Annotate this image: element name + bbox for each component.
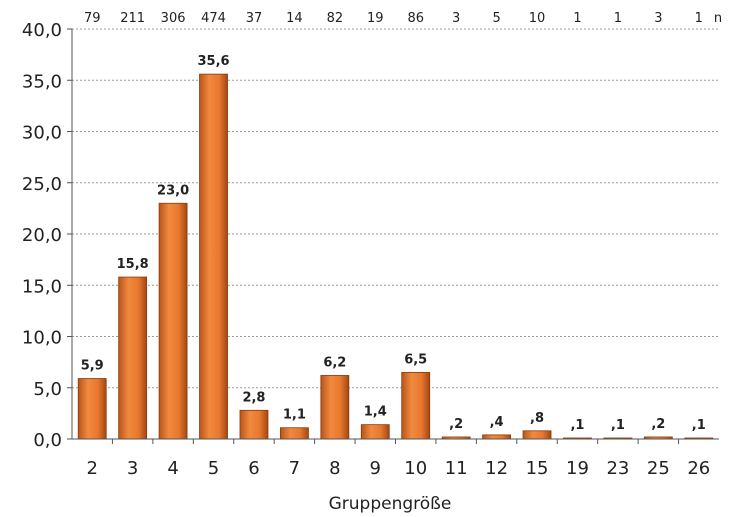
data-label: 6,5 <box>404 352 427 367</box>
y-tick-label: 15,0 <box>22 276 62 297</box>
data-label: 15,8 <box>117 257 149 272</box>
count-label: 474 <box>201 11 226 26</box>
bar <box>158 202 188 440</box>
x-axis-title: Gruppengröße <box>329 494 452 514</box>
y-tick-label: 35,0 <box>22 71 62 92</box>
y-tick-label: 5,0 <box>33 379 62 400</box>
bar <box>360 424 390 440</box>
x-tick-label: 15 <box>526 458 549 479</box>
count-label: 79 <box>84 11 101 26</box>
data-label: ,4 <box>490 415 504 430</box>
x-tick-label: 19 <box>566 458 589 479</box>
y-tick-label: 40,0 <box>22 20 62 41</box>
count-label: 1 <box>614 11 622 26</box>
bars <box>77 73 714 440</box>
count-label: 5 <box>492 11 500 26</box>
x-tick-label: 6 <box>248 458 259 479</box>
x-tick-label: 25 <box>647 458 670 479</box>
x-tick-label: 10 <box>404 458 427 479</box>
data-label: 1,4 <box>364 405 387 420</box>
data-label: ,1 <box>570 418 584 433</box>
count-label: 1 <box>695 11 703 26</box>
y-tick-label: 0,0 <box>33 430 62 451</box>
data-label: 2,8 <box>242 390 265 405</box>
x-tick-label: 5 <box>208 458 219 479</box>
count-label: 306 <box>161 11 186 26</box>
gridlines <box>67 28 719 440</box>
x-tick-label: 2 <box>86 458 97 479</box>
x-tick-label: 23 <box>606 458 629 479</box>
bar <box>118 276 148 440</box>
count-label: 82 <box>327 11 344 26</box>
count-label: 19 <box>367 11 384 26</box>
bar <box>401 371 431 440</box>
data-label: ,2 <box>651 417 665 432</box>
data-label: ,1 <box>692 418 706 433</box>
data-label: 6,2 <box>323 355 346 370</box>
data-label: 5,9 <box>81 359 104 374</box>
count-labels: 79 211 306 474 37 14 82 19 86 3 5 10 1 1 3 1 <box>84 11 703 26</box>
bar <box>77 378 107 440</box>
data-label: ,1 <box>611 418 625 433</box>
data-labels: 5,9 15,8 23,0 35,6 2,8 1,1 6,2 1,4 6,5 ,2 ,4 ,8 ,1 ,1… <box>81 54 706 433</box>
bar <box>482 434 511 440</box>
count-label: 37 <box>246 11 263 26</box>
data-label: ,8 <box>530 411 544 426</box>
y-tick-label: 25,0 <box>22 174 62 195</box>
count-label: 3 <box>452 11 460 26</box>
counts-label: n <box>714 11 722 26</box>
x-tick-label: 11 <box>445 458 468 479</box>
bar <box>239 409 269 440</box>
y-tick-label: 30,0 <box>22 123 62 144</box>
y-tick-label: 20,0 <box>22 225 62 246</box>
x-tick-label: 9 <box>370 458 381 479</box>
bar <box>280 427 309 440</box>
bar <box>522 430 552 440</box>
x-tick-label: 7 <box>289 458 300 479</box>
bar <box>199 73 228 440</box>
count-label: 3 <box>654 11 662 26</box>
data-label: 23,0 <box>157 183 189 198</box>
x-tick-label: 8 <box>329 458 340 479</box>
x-tick-label: 4 <box>167 458 178 479</box>
count-label: 1 <box>573 11 581 26</box>
x-tick-label: 26 <box>687 458 710 479</box>
y-tick-labels: 0,0 5,0 10,0 15,0 20,0 25,0 30,0 35,0 40,0 <box>22 20 62 451</box>
x-tick-labels: 2 3 4 5 6 7 8 9 10 11 12 15 19 23 25 26 <box>86 439 710 479</box>
x-tick-label: 12 <box>485 458 508 479</box>
data-label: 1,1 <box>283 408 306 423</box>
count-label: 10 <box>529 11 546 26</box>
count-label: 86 <box>407 11 424 26</box>
data-label: ,2 <box>449 417 463 432</box>
count-label: 211 <box>120 11 145 26</box>
y-tick-label: 10,0 <box>22 328 62 349</box>
data-label: 35,6 <box>197 54 229 69</box>
count-label: 14 <box>286 11 303 26</box>
bar <box>320 375 350 440</box>
x-tick-label: 3 <box>127 458 138 479</box>
